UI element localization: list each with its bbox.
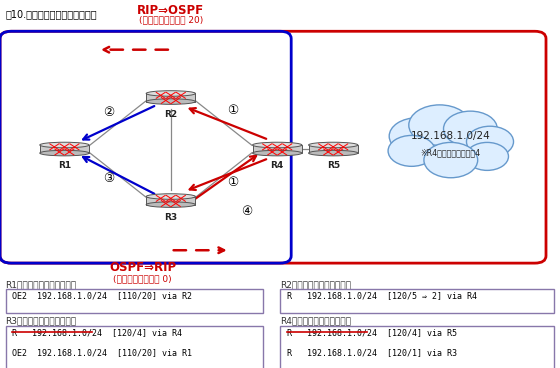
Ellipse shape (253, 142, 302, 148)
Ellipse shape (40, 150, 89, 156)
Text: OSPF⇒RIP: OSPF⇒RIP (109, 261, 176, 274)
Text: R4のルーティングテーブル: R4のルーティングテーブル (280, 317, 351, 326)
Text: RIP⇒OSPF: RIP⇒OSPF (137, 4, 204, 17)
Text: ④: ④ (241, 205, 252, 218)
Text: R1: R1 (58, 161, 71, 170)
Bar (309, 145, 358, 153)
Text: R2: R2 (164, 110, 178, 118)
Circle shape (444, 111, 497, 146)
Bar (40, 145, 89, 153)
Bar (253, 145, 302, 153)
Circle shape (424, 142, 478, 178)
Ellipse shape (40, 142, 89, 148)
Text: R   192.168.1.0/24  [120/5 ⇒ 2] via R4: R 192.168.1.0/24 [120/5 ⇒ 2] via R4 (287, 291, 477, 300)
Circle shape (466, 126, 514, 157)
Circle shape (388, 135, 435, 166)
Text: 192.168.1.0/24: 192.168.1.0/24 (411, 131, 491, 141)
Text: OE2  192.168.1.0/24  [110/20] via R2: OE2 192.168.1.0/24 [110/20] via R2 (12, 291, 192, 300)
Text: R3のルーティングテーブル: R3のルーティングテーブル (6, 317, 77, 326)
FancyBboxPatch shape (280, 289, 554, 313)
Text: R   192.168.1.0/24  [120/4] via R4: R 192.168.1.0/24 [120/4] via R4 (12, 328, 183, 337)
Ellipse shape (146, 99, 195, 105)
Circle shape (409, 105, 470, 145)
Text: 図10.ルーティングループ発生例: 図10.ルーティングループ発生例 (6, 9, 97, 19)
FancyBboxPatch shape (280, 326, 554, 368)
Ellipse shape (309, 142, 358, 148)
FancyBboxPatch shape (6, 289, 263, 313)
Text: ③: ③ (104, 172, 115, 185)
Ellipse shape (253, 150, 302, 156)
Text: R   192.168.1.0/24  [120/4] via R5: R 192.168.1.0/24 [120/4] via R5 (287, 328, 457, 337)
Text: ②: ② (104, 106, 115, 119)
FancyBboxPatch shape (6, 326, 263, 368)
Text: ①: ① (227, 104, 238, 117)
Circle shape (389, 118, 445, 155)
Text: R   192.168.1.0/24  [120/1] via R3: R 192.168.1.0/24 [120/1] via R3 (287, 348, 457, 357)
Bar (146, 93, 195, 102)
Text: R5: R5 (326, 161, 340, 170)
Text: ※R4からメトリックは4: ※R4からメトリックは4 (421, 148, 481, 157)
Ellipse shape (146, 91, 195, 96)
Text: R1のルーティングテーブル: R1のルーティングテーブル (6, 280, 77, 289)
Text: R4: R4 (270, 161, 284, 170)
Text: OE2  192.168.1.0/24  [110/20] via R1: OE2 192.168.1.0/24 [110/20] via R1 (12, 348, 192, 357)
Text: R3: R3 (164, 213, 178, 222)
Text: ①: ① (227, 176, 238, 189)
Bar (146, 197, 195, 205)
Ellipse shape (146, 202, 195, 208)
Ellipse shape (146, 194, 195, 199)
Circle shape (466, 142, 508, 170)
Text: R2のルーティングテーブル: R2のルーティングテーブル (280, 280, 351, 289)
Ellipse shape (309, 150, 358, 156)
Text: (シードメトリック 20): (シードメトリック 20) (139, 15, 203, 24)
Text: (シードメトリック 0): (シードメトリック 0) (114, 274, 172, 283)
